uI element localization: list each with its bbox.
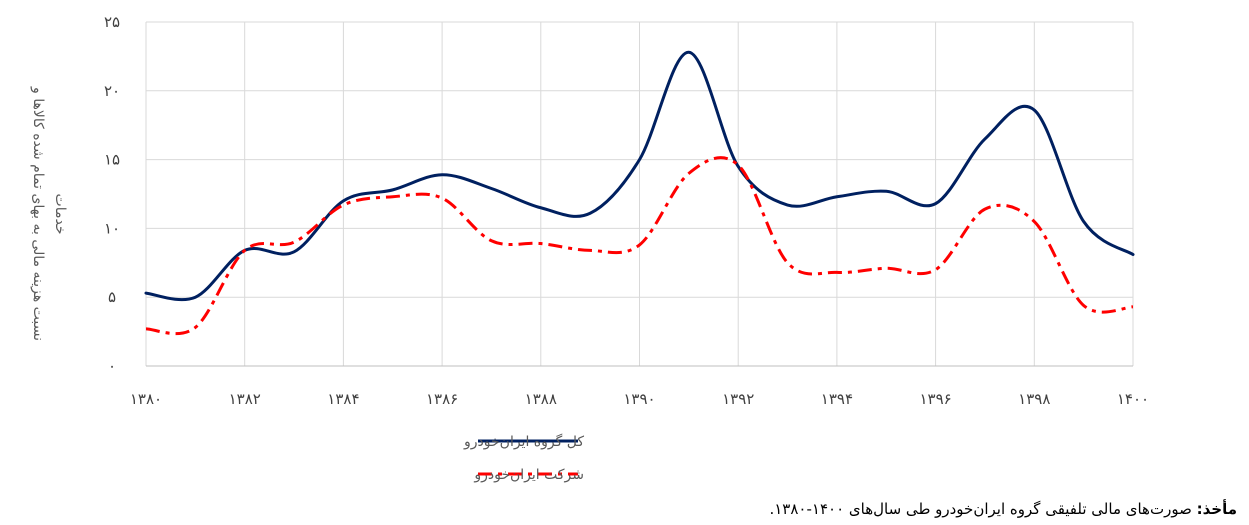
x-tick-label: ۱۳۸۲ — [229, 390, 261, 408]
y-axis-label-line: خدمات — [52, 194, 68, 235]
chart-series — [144, 50, 1135, 336]
y-tick-label: ۲۰ — [104, 82, 120, 100]
y-tick-label: ۵ — [108, 288, 116, 306]
legend-label-iran-khodro-group: کل گروه ایران‌خودرو — [463, 433, 584, 450]
x-tick-label: ۱۳۹۰ — [623, 390, 655, 408]
y-axis-ticks: ۰ ۵ ۱۰ ۱۵ ۲۰ ۲۵ — [104, 13, 120, 375]
x-tick-label: ۱۴۰۰ — [1117, 390, 1149, 408]
x-tick-label: ۱۳۹۸ — [1018, 390, 1050, 408]
x-tick-label: ۱۳۹۴ — [821, 390, 853, 408]
y-tick-label: ۰ — [108, 357, 116, 375]
source-label: مأخذ: — [1196, 500, 1237, 518]
legend: کل گروه ایران‌خودرو شرکت ایران‌خودرو — [463, 433, 584, 483]
source-text: صورت‌های مالی تلفیقی گروه ایران‌خودرو طی… — [769, 500, 1197, 518]
x-tick-label: ۱۳۸۴ — [327, 390, 359, 408]
x-tick-label: ۱۳۹۶ — [919, 390, 951, 408]
x-tick-label: ۱۳۹۲ — [722, 390, 754, 408]
y-tick-label: ۱۵ — [104, 151, 120, 169]
x-tick-label: ۱۳۸۸ — [525, 390, 557, 408]
source-note: مأخذ: صورت‌های مالی تلفیقی گروه ایران‌خو… — [769, 500, 1237, 518]
chart-grid — [145, 21, 1134, 367]
x-tick-label: ۱۳۸۰ — [130, 390, 162, 408]
y-axis-label-line: نسبت هزینه مالی به بهای تمام شده کالاها … — [30, 86, 46, 341]
series-line-iran-khodro-group — [144, 50, 1135, 302]
x-axis-ticks: ۱۳۸۰ ۱۳۸۲ ۱۳۸۴ ۱۳۸۶ ۱۳۸۸ ۱۳۹۰ ۱۳۹۲ ۱۳۹۴ ۱۳۹۶ ۱۳۹۸… — [130, 390, 1149, 408]
legend-label-iran-khodro-company: شرکت ایران‌خودرو — [473, 467, 584, 483]
series-line-iran-khodro-company — [145, 156, 1134, 336]
y-tick-label: ۲۵ — [104, 13, 120, 31]
x-tick-label: ۱۳۸۶ — [426, 390, 458, 408]
y-tick-label: ۱۰ — [104, 219, 120, 237]
